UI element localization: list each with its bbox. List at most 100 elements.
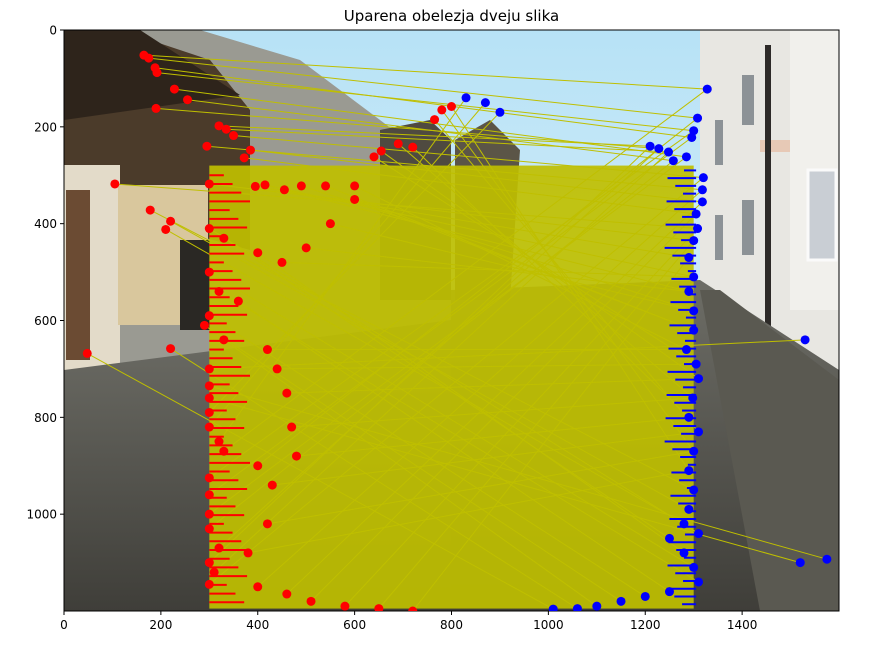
- left-keypoint: [204, 473, 214, 483]
- match-line: [286, 201, 703, 595]
- right-keypoint: [795, 558, 805, 568]
- left-keypoint: [202, 141, 212, 151]
- left-keypoint: [204, 267, 214, 277]
- y-axis: 0 200 400 600 800 1000: [26, 24, 64, 522]
- match-line: [257, 252, 685, 554]
- x-tick-label: 1000: [533, 618, 564, 632]
- y-tick-label: 800: [34, 411, 57, 425]
- match-line: [380, 150, 699, 380]
- left-keypoint: [209, 567, 219, 577]
- match-line: [257, 117, 698, 467]
- right-keypoint: [548, 604, 558, 611]
- match-line: [250, 149, 703, 203]
- right-keypoint: [697, 185, 707, 195]
- x-tick-label: 1400: [727, 618, 758, 632]
- match-line: [257, 189, 703, 588]
- left-keypoint: [253, 461, 263, 471]
- match-line: [226, 128, 669, 153]
- x-axis: 0 200 400 600 800 1000 1200 1400: [60, 611, 757, 632]
- left-keypoint: [214, 543, 224, 553]
- match-line: [209, 156, 687, 515]
- right-keypoint: [654, 144, 664, 154]
- match-lines: [87, 54, 828, 611]
- right-keypoint: [616, 596, 626, 606]
- left-keypoint: [144, 53, 154, 63]
- left-keypoint: [325, 219, 335, 229]
- match-line: [209, 315, 646, 597]
- left-keypoint: [233, 296, 243, 306]
- match-line: [174, 88, 687, 158]
- right-keypoint: [689, 562, 699, 572]
- match-line: [165, 229, 685, 525]
- match-line: [301, 185, 694, 312]
- match-line: [272, 431, 699, 486]
- match-line: [412, 257, 690, 611]
- right-keypoint: [495, 107, 505, 117]
- left-keypoint: [260, 180, 270, 190]
- left-keypoint: [166, 344, 176, 354]
- left-keypoint: [204, 422, 214, 432]
- right-keypoint: [681, 152, 691, 162]
- right-keypoint: [691, 359, 701, 369]
- x-tick-label: 0: [60, 618, 68, 632]
- right-keypoint: [689, 446, 699, 456]
- left-keypoint: [199, 320, 209, 330]
- match-line: [156, 72, 694, 132]
- left-keypoint: [229, 131, 239, 141]
- match-line: [218, 148, 660, 549]
- left-keypoint: [204, 490, 214, 500]
- right-keypoint: [702, 84, 712, 94]
- right-keypoint: [664, 147, 673, 157]
- right-keypoint: [572, 604, 582, 611]
- left-keypoint: [376, 146, 386, 156]
- left-keypoint: [219, 233, 229, 243]
- right-keypoint: [687, 132, 697, 142]
- left-keypoint: [243, 548, 253, 558]
- left-keypoint: [447, 101, 456, 111]
- match-line: [281, 261, 694, 278]
- right-keypoint: [480, 98, 490, 108]
- match-line: [155, 107, 659, 150]
- left-keypoint: [204, 224, 214, 234]
- right-keypoint: [684, 412, 694, 422]
- match-line: [397, 143, 694, 399]
- left-keypoint: [340, 601, 350, 611]
- match-line: [209, 228, 699, 534]
- y-tick-label: 200: [34, 120, 57, 134]
- match-line: [218, 125, 651, 147]
- left-keypoint: [277, 257, 287, 267]
- right-keypoint: [694, 427, 704, 437]
- left-keypoint: [214, 286, 224, 296]
- y-tick-label: 400: [34, 217, 57, 231]
- match-line: [291, 397, 693, 428]
- match-line: [310, 213, 697, 602]
- right-keypoint: [800, 335, 810, 345]
- match-line: [209, 271, 694, 568]
- right-keypoint: [693, 113, 703, 123]
- left-keypoint: [253, 582, 263, 592]
- match-line: [209, 160, 674, 530]
- x-tick-label: 400: [246, 618, 269, 632]
- x-tick-label: 600: [343, 618, 366, 632]
- left-keypoint: [437, 105, 447, 115]
- left-keypoint: [219, 335, 229, 345]
- match-line: [208, 111, 501, 413]
- right-keypoint: [822, 554, 832, 564]
- left-keypoint: [374, 604, 384, 611]
- right-keypoint: [664, 587, 674, 597]
- match-line: [209, 137, 693, 496]
- right-keypoint: [640, 591, 650, 601]
- match-line: [233, 135, 704, 179]
- match-line: [143, 54, 708, 90]
- chart-title: Uparena obelezja dveju slika: [344, 7, 559, 25]
- right-keypoint: [679, 519, 689, 529]
- match-line: [354, 198, 694, 331]
- match-line: [247, 470, 689, 554]
- right-keypoint: [664, 533, 674, 543]
- left-keypoint: [239, 153, 249, 163]
- match-line: [223, 88, 708, 452]
- x-tick-label: 800: [440, 618, 463, 632]
- match-line: [330, 223, 694, 312]
- right-keypoint: [689, 325, 699, 335]
- left-keypoint: [350, 181, 360, 191]
